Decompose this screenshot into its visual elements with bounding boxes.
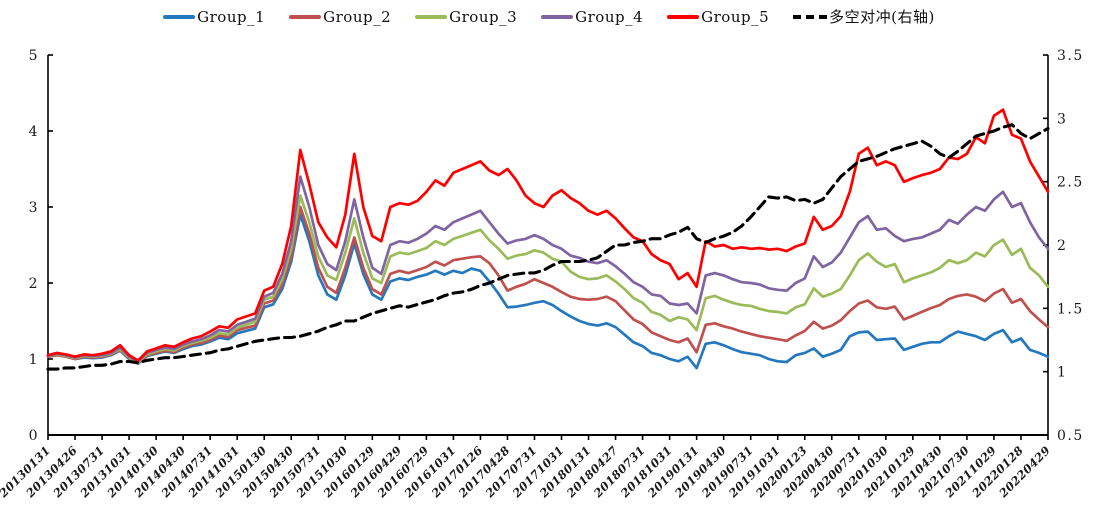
series-line-Group_5 bbox=[46, 108, 1050, 362]
line-marker-icon bbox=[415, 14, 448, 19]
line-marker-icon bbox=[667, 14, 700, 19]
legend-label: Group_4 bbox=[575, 7, 644, 26]
legend-label: 多空对冲(右轴) bbox=[829, 8, 935, 26]
left-axis-tick-label: 4 bbox=[29, 124, 39, 140]
right-axis-tick-label: 1.5 bbox=[1057, 301, 1084, 317]
right-axis-labels: 0.5 1 1.5 2 2.5 3 3.5 bbox=[1057, 48, 1084, 444]
series-line-Group_4 bbox=[46, 175, 1050, 363]
legend-item-hedge: 多空对冲(右轴) bbox=[793, 6, 935, 27]
legend-label: Group_3 bbox=[449, 7, 518, 26]
legend-label: Group_2 bbox=[323, 7, 392, 26]
legend-item-Group_2: Group_2 bbox=[289, 8, 391, 26]
series-line-Group_3 bbox=[46, 194, 1050, 364]
left-axis-tick-label: 2 bbox=[29, 276, 39, 292]
left-axis-tick-label: 0 bbox=[29, 428, 39, 444]
line-marker-icon bbox=[541, 14, 574, 19]
right-axis-tick-label: 0.5 bbox=[1057, 428, 1084, 444]
line-marker-icon bbox=[163, 14, 196, 19]
legend-item-Group_4: Group_4 bbox=[541, 8, 643, 26]
series-lines bbox=[46, 108, 1050, 371]
legend-item-Group_5: Group_5 bbox=[667, 8, 769, 26]
legend-label: Group_5 bbox=[701, 7, 770, 26]
right-axis-tick-label: 2 bbox=[1057, 238, 1067, 254]
left-axis-tick-label: 3 bbox=[29, 200, 39, 216]
line-marker-icon bbox=[289, 14, 322, 19]
left-axis-tick-label: 1 bbox=[29, 352, 39, 368]
right-axis-tick-label: 3.5 bbox=[1057, 48, 1084, 64]
x-axis-labels: 2013013120130426201307312013103120140130… bbox=[0, 443, 1053, 501]
series-line-Group_1 bbox=[46, 213, 1050, 370]
dashed-line-marker-icon bbox=[793, 14, 828, 19]
legend-item-Group_1: Group_1 bbox=[163, 8, 265, 26]
left-axis-labels: 0 1 2 3 4 5 bbox=[29, 48, 39, 444]
legend-item-Group_3: Group_3 bbox=[415, 8, 517, 26]
series-line-Group_2 bbox=[46, 205, 1050, 365]
right-axis-tick-label: 3 bbox=[1057, 111, 1067, 127]
axes bbox=[47, 54, 1049, 440]
right-axis-tick-label: 2.5 bbox=[1057, 175, 1084, 191]
series-line-hedge bbox=[46, 123, 1050, 371]
legend-label: Group_1 bbox=[197, 7, 266, 26]
right-axis-tick-label: 1 bbox=[1057, 365, 1067, 381]
left-axis-tick-label: 5 bbox=[29, 48, 39, 64]
chart-legend: Group_1 Group_2 Group_3 Group_4 Group_5 多空对冲(… bbox=[0, 6, 1098, 27]
